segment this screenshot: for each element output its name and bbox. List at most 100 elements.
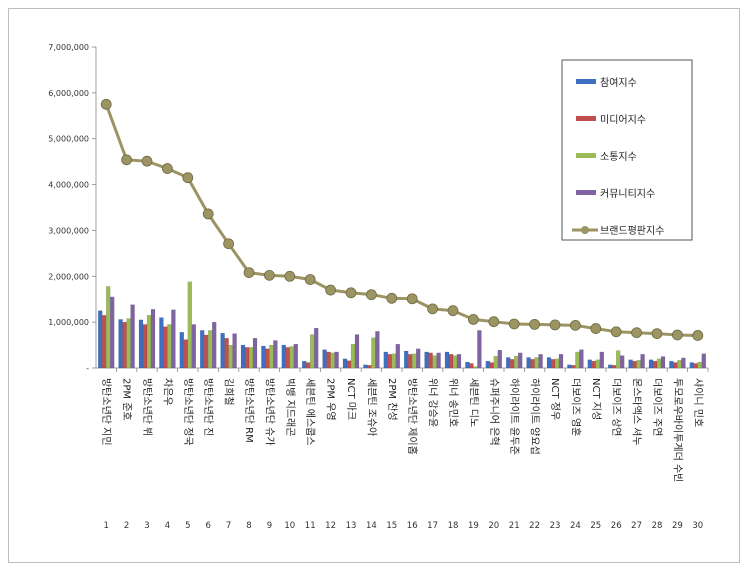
category-label: 투모로우바이투게더 수빈 [671,378,683,482]
rank-label: 29 [672,521,683,531]
bar [579,349,584,369]
bar [208,330,213,369]
bar [612,365,617,369]
bar [640,354,645,369]
bar [391,353,396,369]
category-label: 하이라이트 윤두준 [508,378,521,455]
bar [167,324,172,369]
rank-label: 21 [509,521,520,531]
rank-label: 22 [529,521,540,531]
bar [261,345,266,369]
line-point [202,208,214,220]
bar [652,360,658,369]
y-tick-label: 6,000,000 [48,89,89,98]
line-point [100,98,112,110]
rank-label: 20 [488,521,499,531]
bar [159,317,164,369]
category-label: 방탄소년단 정국 [182,378,194,446]
bar [412,353,417,369]
y-tick-label: 5,000,000 [48,135,89,144]
category-label: 2PM 찬성 [386,378,398,421]
legend-label: 소통지수 [600,151,637,163]
bar [269,344,274,369]
bar [98,310,103,369]
bar [677,360,682,369]
bar [212,321,217,369]
category-label: 차은우 [161,378,173,406]
chart-line [100,98,704,341]
line-point [488,316,500,328]
bar [224,338,229,369]
category-label: 김희철 [223,378,235,406]
bar [428,352,433,369]
bar [314,327,319,369]
legend-swatch [576,190,596,195]
bar [620,355,625,369]
bar [546,357,552,369]
rank-label: 1 [103,521,108,531]
bar [138,319,144,369]
bar [554,358,560,369]
bar [595,359,600,369]
rank-label: 17 [427,521,438,531]
rank-label: 3 [144,521,149,531]
line-point [243,267,255,279]
bar [599,351,604,369]
bar [567,364,572,369]
bar [514,355,519,369]
legend-label: 브랜드평판지수 [600,225,664,237]
line-point [672,329,683,341]
line-point [365,289,377,301]
category-label: 위너 송민호 [447,378,460,427]
line-point [141,155,153,167]
bar [448,354,454,369]
bar [416,348,421,369]
bar [330,352,335,369]
rank-label: 23 [550,521,561,531]
category-label: 2PM 우영 [325,378,337,421]
bar [510,359,515,369]
bar [110,296,115,369]
category-label: NCT 정우 [549,378,561,420]
bar [591,360,596,369]
bar [289,346,294,369]
bar [273,340,278,369]
rank-label: 7 [226,521,231,531]
bar [497,349,502,369]
bar [538,354,543,369]
bar [334,351,339,369]
bar [456,354,462,369]
bar [265,348,270,369]
y-tick-label: 2,000,000 [48,272,89,281]
category-label: 세븐틴 디노 [467,378,479,427]
line-point [467,313,479,325]
line-point [263,269,275,281]
rank-label: 5 [185,521,190,531]
bar [346,360,352,369]
bar [285,347,290,369]
category-label: 세븐틴 조슈아 [365,378,377,436]
bar [526,357,531,369]
bar [191,324,196,369]
legend-swatch [576,153,596,158]
bar [660,356,666,369]
chart-axes: - 1,000,000 2,000,000 3,000,000 4,000,000 5,0… [48,43,709,373]
rank-label: 19 [468,521,479,531]
line-point [406,293,418,305]
legend-swatch [576,116,596,121]
rank-label: 2 [124,521,129,531]
bar [506,357,511,369]
category-label: 방탄소년단 뷔 [141,378,153,436]
line-point [223,238,235,250]
line-point [610,326,622,338]
bar [518,352,523,369]
bar [187,281,192,369]
bar [473,366,478,369]
category-label: 더보이즈 상연 [610,378,622,436]
category-label: 위너 강승윤 [427,378,440,427]
bar [701,353,706,369]
bar [171,309,176,369]
bar [281,344,286,369]
bar [673,362,678,369]
